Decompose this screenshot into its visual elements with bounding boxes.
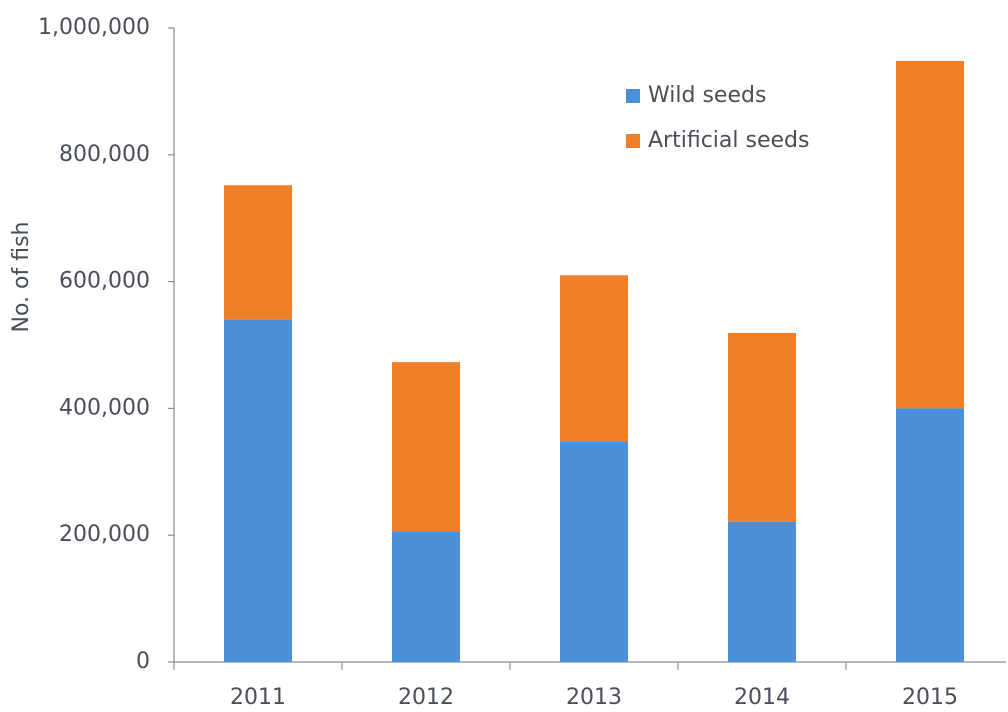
bar-segment — [728, 521, 796, 662]
bar-segment — [392, 362, 460, 533]
legend-label: Wild seeds — [648, 83, 766, 108]
bar-segment — [896, 408, 964, 662]
legend-swatch — [626, 134, 640, 148]
x-tick-label: 2011 — [230, 685, 286, 710]
bar-segment — [224, 185, 292, 320]
bar-segment — [896, 60, 964, 409]
bar-segment — [728, 332, 796, 522]
y-tick-label: 0 — [136, 649, 150, 674]
legend-swatch — [626, 89, 640, 103]
legend-label: Artificial seeds — [648, 128, 809, 153]
y-tick-label: 1,000,000 — [38, 15, 150, 40]
y-tick-label: 200,000 — [59, 522, 150, 547]
y-tick-label: 400,000 — [59, 395, 150, 420]
x-tick-label: 2014 — [734, 685, 790, 710]
y-axis-label: No. of fish — [9, 222, 34, 333]
bar-segment — [392, 532, 460, 662]
bar-segment — [560, 442, 628, 662]
x-tick-label: 2012 — [398, 685, 454, 710]
x-tick-label: 2013 — [566, 685, 622, 710]
y-tick-label: 600,000 — [59, 269, 150, 294]
x-tick-label: 2015 — [902, 685, 958, 710]
bar-segment — [560, 275, 628, 443]
y-tick-label: 800,000 — [59, 142, 150, 167]
bar-segment — [224, 319, 292, 662]
